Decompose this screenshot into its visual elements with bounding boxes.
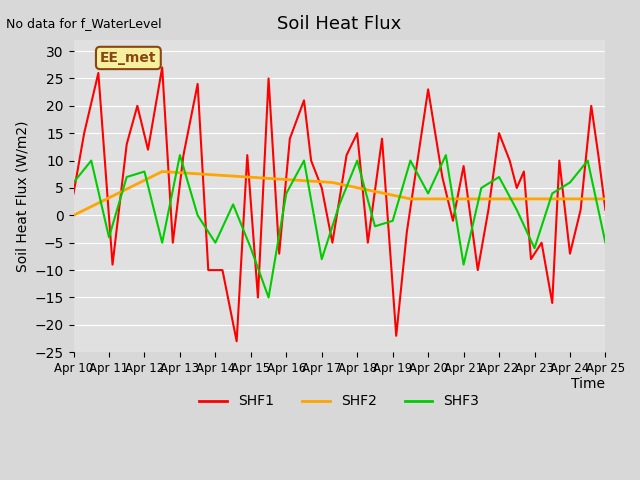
- SHF3: [88, 158, 95, 164]
- SHF1: [158, 65, 166, 71]
- Line: SHF3: SHF3: [74, 155, 605, 298]
- SHF3: [123, 174, 131, 180]
- SHF1: [588, 103, 595, 108]
- SHF3: [371, 223, 379, 229]
- SHF3: [212, 240, 220, 246]
- SHF1: [474, 267, 482, 273]
- SHF1: [495, 130, 503, 136]
- SHF1: [413, 158, 421, 164]
- SHF1: [95, 70, 102, 76]
- Line: SHF2: SHF2: [74, 171, 605, 216]
- SHF1: [364, 240, 372, 246]
- SHF1: [134, 103, 141, 108]
- SHF3: [353, 158, 361, 164]
- SHF1: [109, 262, 116, 267]
- SHF3: [531, 245, 538, 251]
- SHF3: [389, 218, 397, 224]
- Legend: SHF1, SHF2, SHF3: SHF1, SHF2, SHF3: [194, 389, 485, 414]
- SHF1: [328, 240, 336, 246]
- SHF1: [378, 136, 386, 142]
- SHF1: [353, 130, 361, 136]
- SHF3: [460, 262, 467, 267]
- SHF1: [194, 81, 202, 87]
- SHF3: [158, 240, 166, 246]
- SHF1: [556, 158, 563, 164]
- SHF3: [566, 180, 574, 185]
- SHF3: [406, 158, 414, 164]
- SHF3: [335, 202, 343, 207]
- SHF1: [343, 152, 351, 158]
- SHF1: [566, 251, 574, 256]
- SHF1: [577, 207, 584, 213]
- SHF1: [286, 136, 294, 142]
- SHF2: [406, 196, 414, 202]
- SHF1: [595, 152, 602, 158]
- SHF1: [204, 267, 212, 273]
- SHF1: [460, 163, 467, 169]
- SHF3: [424, 191, 432, 196]
- SHF1: [275, 251, 283, 256]
- SHF2: [158, 168, 166, 174]
- SHF3: [265, 295, 273, 300]
- SHF2: [70, 213, 77, 218]
- SHF3: [477, 185, 485, 191]
- SHF1: [233, 338, 241, 344]
- SHF3: [584, 158, 591, 164]
- SHF1: [548, 300, 556, 306]
- SHF3: [513, 207, 520, 213]
- SHF3: [105, 234, 113, 240]
- SHF2: [602, 196, 609, 202]
- SHF3: [70, 180, 77, 185]
- SHF3: [282, 191, 290, 196]
- SHF3: [442, 152, 450, 158]
- SHF3: [602, 240, 609, 246]
- SHF3: [495, 174, 503, 180]
- SHF1: [243, 152, 251, 158]
- SHF1: [219, 267, 227, 273]
- SHF1: [254, 295, 262, 300]
- SHF1: [424, 86, 432, 92]
- SHF1: [307, 158, 315, 164]
- SHF1: [81, 130, 88, 136]
- SHF3: [300, 158, 308, 164]
- SHF1: [144, 147, 152, 153]
- SHF1: [484, 207, 492, 213]
- SHF3: [318, 256, 326, 262]
- SHF1: [538, 240, 545, 246]
- SHF1: [403, 229, 411, 235]
- SHF1: [438, 174, 446, 180]
- Text: EE_met: EE_met: [100, 51, 157, 65]
- Y-axis label: Soil Heat Flux (W/m2): Soil Heat Flux (W/m2): [15, 120, 29, 272]
- SHF2: [243, 174, 251, 180]
- SHF1: [180, 152, 188, 158]
- Title: Soil Heat Flux: Soil Heat Flux: [277, 15, 402, 33]
- X-axis label: Time: Time: [572, 377, 605, 391]
- SHF1: [265, 75, 273, 81]
- SHF3: [141, 168, 148, 174]
- SHF1: [449, 218, 457, 224]
- SHF1: [300, 97, 308, 103]
- SHF1: [169, 240, 177, 246]
- SHF1: [506, 158, 513, 164]
- SHF1: [527, 256, 535, 262]
- SHF1: [513, 185, 520, 191]
- SHF1: [602, 207, 609, 213]
- SHF1: [520, 168, 528, 174]
- SHF1: [70, 191, 77, 196]
- SHF3: [194, 213, 202, 218]
- Text: No data for f_WaterLevel: No data for f_WaterLevel: [6, 17, 162, 30]
- SHF3: [247, 245, 255, 251]
- SHF3: [548, 191, 556, 196]
- SHF3: [229, 202, 237, 207]
- SHF1: [318, 185, 326, 191]
- Line: SHF1: SHF1: [74, 68, 605, 341]
- SHF1: [123, 141, 131, 147]
- SHF3: [176, 152, 184, 158]
- SHF2: [328, 180, 336, 185]
- SHF1: [392, 333, 400, 339]
